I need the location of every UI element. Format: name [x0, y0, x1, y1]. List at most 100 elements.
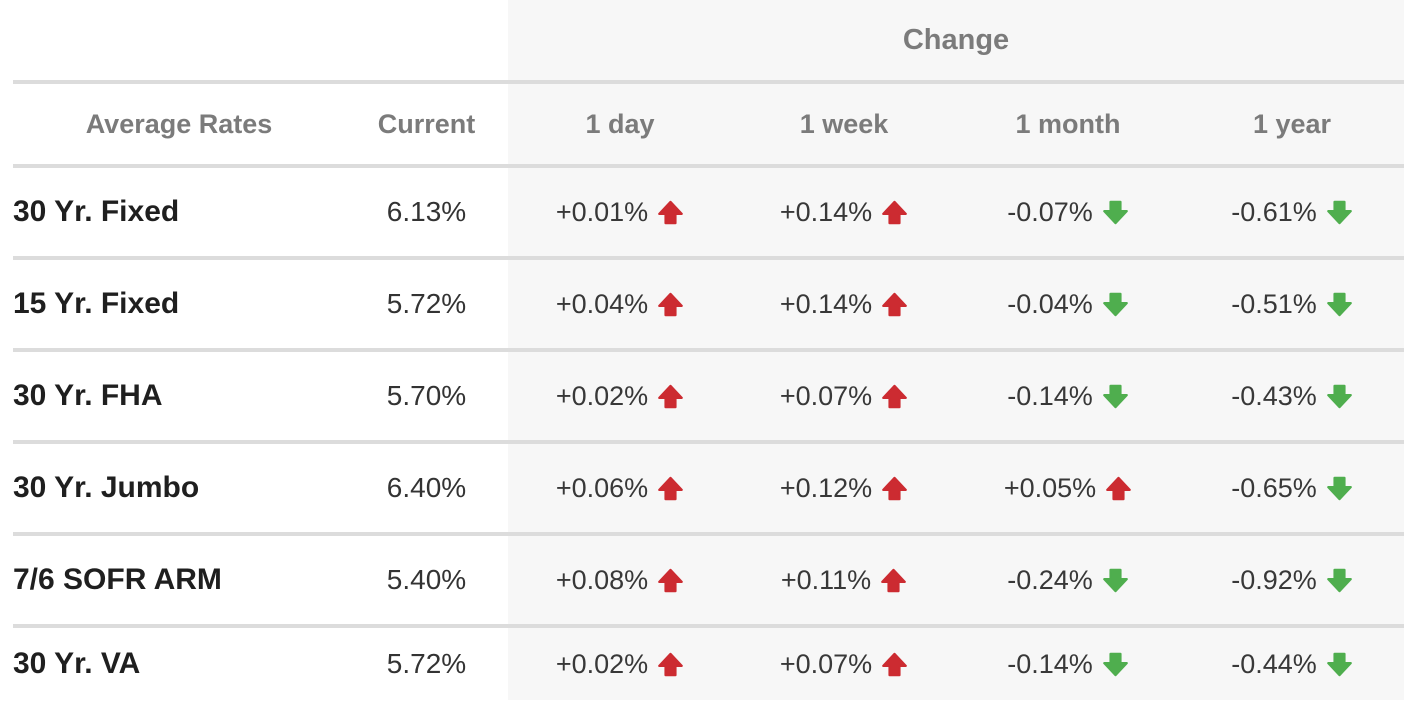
change-value: +0.14%: [779, 197, 873, 228]
change-value: -0.61%: [1231, 197, 1317, 228]
change-value: -0.24%: [1007, 565, 1093, 596]
rate-label: 15 Yr. Fixed: [13, 260, 345, 352]
up-arrow-icon: [657, 567, 684, 594]
change-value: +0.02%: [555, 649, 649, 680]
table-row: 30 Yr. FHA 5.70% +0.02% +0.07% -0.14% -0…: [13, 352, 1404, 444]
change-value: -0.14%: [1007, 381, 1093, 412]
change-cell: -0.14%: [956, 628, 1180, 700]
up-arrow-icon: [657, 199, 684, 226]
down-arrow-icon: [1326, 651, 1353, 678]
change-value: +0.14%: [779, 289, 873, 320]
up-arrow-icon: [881, 199, 908, 226]
change-value: +0.07%: [779, 649, 873, 680]
change-cell: +0.14%: [732, 260, 956, 352]
change-value: -0.04%: [1007, 289, 1093, 320]
rate-label: 30 Yr. FHA: [13, 352, 345, 444]
down-arrow-icon: [1102, 651, 1129, 678]
average-rates-table: Change Average Rates Current 1 day 1 wee…: [13, 0, 1404, 700]
change-value: +0.04%: [555, 289, 649, 320]
change-value: -0.44%: [1231, 649, 1317, 680]
col-header-1-month: 1 month: [956, 84, 1180, 168]
change-cell: +0.02%: [508, 352, 732, 444]
up-arrow-icon: [881, 383, 908, 410]
up-arrow-icon: [880, 567, 907, 594]
rate-label: 30 Yr. Jumbo: [13, 444, 345, 536]
up-arrow-icon: [1105, 475, 1132, 502]
column-header-row: Average Rates Current 1 day 1 week 1 mon…: [13, 84, 1404, 168]
change-cell: +0.11%: [732, 536, 956, 628]
change-group-header-row: Change: [13, 0, 1404, 84]
table-row: 15 Yr. Fixed 5.72% +0.04% +0.14% -0.04% …: [13, 260, 1404, 352]
change-value: -0.92%: [1231, 565, 1317, 596]
table-row: 30 Yr. VA 5.72% +0.02% +0.07% -0.14% -0.…: [13, 628, 1404, 700]
header-spacer: [13, 0, 508, 84]
change-cell: -0.92%: [1180, 536, 1404, 628]
change-value: -0.14%: [1007, 649, 1093, 680]
down-arrow-icon: [1102, 383, 1129, 410]
up-arrow-icon: [881, 475, 908, 502]
current-value: 6.40%: [345, 444, 508, 536]
change-value: +0.06%: [555, 473, 649, 504]
change-cell: +0.07%: [732, 352, 956, 444]
change-cell: -0.51%: [1180, 260, 1404, 352]
down-arrow-icon: [1326, 567, 1353, 594]
change-cell: +0.04%: [508, 260, 732, 352]
down-arrow-icon: [1326, 291, 1353, 318]
up-arrow-icon: [657, 291, 684, 318]
change-cell: -0.43%: [1180, 352, 1404, 444]
up-arrow-icon: [657, 651, 684, 678]
rate-label: 30 Yr. VA: [13, 628, 345, 700]
table-row: 30 Yr. Jumbo 6.40% +0.06% +0.12% +0.05% …: [13, 444, 1404, 536]
change-cell: +0.08%: [508, 536, 732, 628]
change-value: -0.65%: [1231, 473, 1317, 504]
change-cell: -0.24%: [956, 536, 1180, 628]
change-cell: +0.05%: [956, 444, 1180, 536]
change-cell: +0.14%: [732, 168, 956, 260]
change-value: +0.05%: [1003, 473, 1097, 504]
col-header-1-day: 1 day: [508, 84, 732, 168]
change-value: -0.51%: [1231, 289, 1317, 320]
change-cell: +0.01%: [508, 168, 732, 260]
current-value: 5.40%: [345, 536, 508, 628]
col-header-1-year: 1 year: [1180, 84, 1404, 168]
change-cell: +0.02%: [508, 628, 732, 700]
change-value: +0.08%: [555, 565, 649, 596]
change-value: -0.43%: [1231, 381, 1317, 412]
table-row: 7/6 SOFR ARM 5.40% +0.08% +0.11% -0.24% …: [13, 536, 1404, 628]
rate-label: 30 Yr. Fixed: [13, 168, 345, 260]
change-cell: -0.04%: [956, 260, 1180, 352]
col-header-1-week: 1 week: [732, 84, 956, 168]
col-header-average-rates: Average Rates: [13, 84, 345, 168]
change-cell: -0.07%: [956, 168, 1180, 260]
change-value: +0.02%: [555, 381, 649, 412]
change-cell: -0.65%: [1180, 444, 1404, 536]
up-arrow-icon: [881, 651, 908, 678]
current-value: 5.72%: [345, 628, 508, 700]
down-arrow-icon: [1326, 475, 1353, 502]
change-value: +0.12%: [779, 473, 873, 504]
table-row: 30 Yr. Fixed 6.13% +0.01% +0.14% -0.07% …: [13, 168, 1404, 260]
current-value: 5.72%: [345, 260, 508, 352]
change-value: +0.11%: [780, 565, 872, 596]
change-cell: -0.44%: [1180, 628, 1404, 700]
rates-table-container: Change Average Rates Current 1 day 1 wee…: [13, 0, 1404, 700]
change-cell: +0.12%: [732, 444, 956, 536]
change-value: -0.07%: [1007, 197, 1093, 228]
change-cell: +0.07%: [732, 628, 956, 700]
change-cell: -0.61%: [1180, 168, 1404, 260]
down-arrow-icon: [1102, 291, 1129, 318]
down-arrow-icon: [1102, 567, 1129, 594]
up-arrow-icon: [657, 383, 684, 410]
rate-label: 7/6 SOFR ARM: [13, 536, 345, 628]
down-arrow-icon: [1326, 199, 1353, 226]
current-value: 5.70%: [345, 352, 508, 444]
change-cell: +0.06%: [508, 444, 732, 536]
change-value: +0.07%: [779, 381, 873, 412]
change-cell: -0.14%: [956, 352, 1180, 444]
current-value: 6.13%: [345, 168, 508, 260]
col-header-current: Current: [345, 84, 508, 168]
up-arrow-icon: [657, 475, 684, 502]
change-group-header: Change: [508, 0, 1404, 84]
down-arrow-icon: [1102, 199, 1129, 226]
